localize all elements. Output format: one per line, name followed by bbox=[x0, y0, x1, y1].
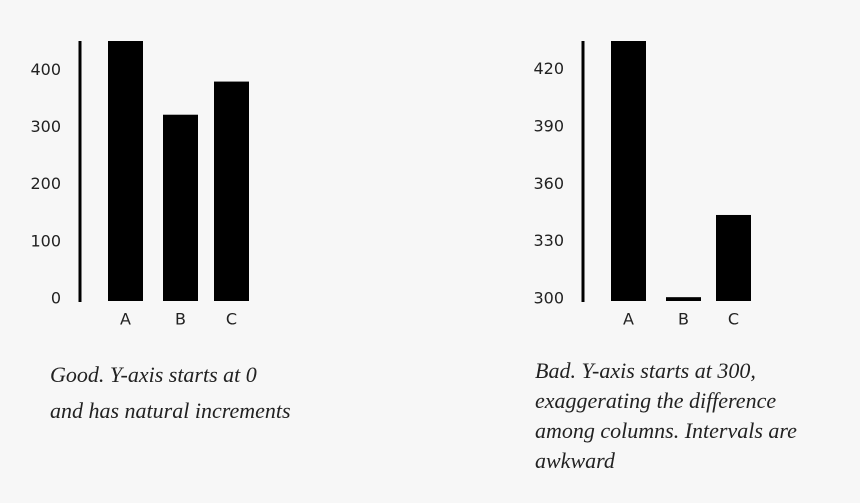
annotation: awkward bbox=[535, 448, 616, 473]
bar bbox=[666, 297, 701, 301]
y-tick-label: 390 bbox=[533, 116, 564, 135]
annotation: Good. Y-axis starts at 0 bbox=[50, 362, 257, 387]
annotation: Bad. Y-axis starts at 300, bbox=[535, 358, 756, 383]
y-tick-label: 300 bbox=[30, 117, 61, 136]
bar bbox=[716, 214, 751, 301]
y-tick-label: 200 bbox=[30, 174, 61, 193]
bar bbox=[108, 41, 143, 301]
x-tick-label: C bbox=[226, 310, 237, 329]
annotation: among columns. Intervals are bbox=[535, 418, 797, 443]
x-tick-label: B bbox=[175, 310, 186, 329]
x-tick-label: A bbox=[623, 310, 634, 329]
y-tick-label: 0 bbox=[51, 289, 61, 308]
x-tick-label: B bbox=[678, 310, 689, 329]
x-tick-label: A bbox=[120, 310, 131, 329]
y-tick-label: 100 bbox=[30, 231, 61, 250]
y-tick-label: 330 bbox=[533, 231, 564, 250]
bar bbox=[611, 41, 646, 301]
y-tick-label: 400 bbox=[30, 60, 61, 79]
x-tick-label: C bbox=[728, 310, 739, 329]
bar bbox=[214, 81, 249, 301]
annotation: exaggerating the difference bbox=[535, 388, 776, 413]
annotation: and has natural increments bbox=[50, 398, 291, 423]
y-tick-label: 420 bbox=[533, 59, 564, 78]
bar bbox=[163, 114, 198, 301]
y-tick-label: 300 bbox=[533, 289, 564, 308]
y-tick-label: 360 bbox=[533, 174, 564, 193]
